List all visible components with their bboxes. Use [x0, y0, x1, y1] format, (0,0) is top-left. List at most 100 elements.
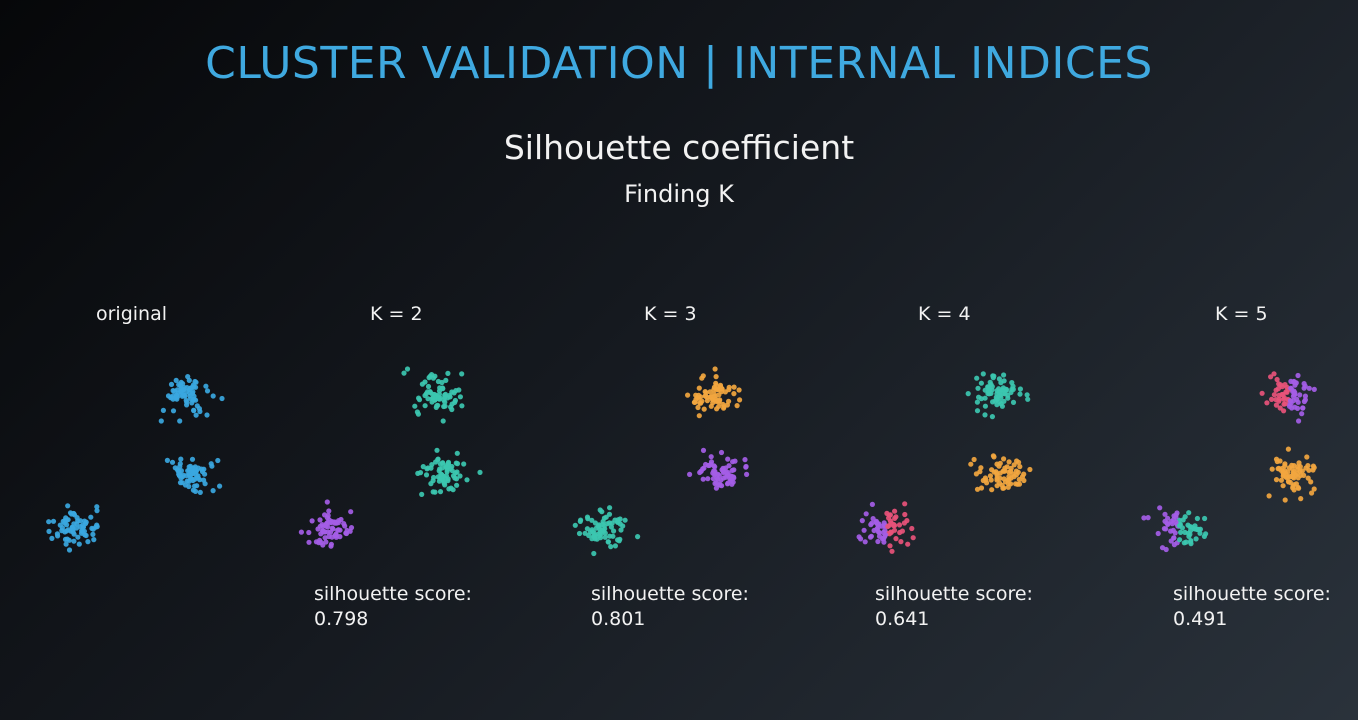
data-point	[186, 472, 192, 478]
data-point	[723, 474, 729, 480]
score-label: silhouette score:	[591, 583, 749, 605]
data-point	[182, 393, 188, 399]
data-point	[708, 461, 714, 467]
data-point	[965, 391, 971, 397]
data-point	[711, 391, 717, 397]
data-point	[1162, 511, 1168, 517]
data-point	[1295, 372, 1301, 379]
data-point	[863, 511, 869, 517]
data-point	[328, 541, 334, 547]
panel-label-k2: K = 2	[370, 303, 423, 325]
data-point	[968, 461, 974, 467]
data-point	[1013, 481, 1019, 487]
data-point	[617, 536, 623, 542]
data-point	[1001, 468, 1007, 474]
data-point	[868, 533, 875, 539]
data-point	[1014, 458, 1020, 464]
score-k5: silhouette score: 0.491	[1173, 582, 1331, 632]
data-point	[602, 534, 608, 540]
data-point	[1165, 521, 1171, 527]
data-point	[614, 519, 621, 525]
data-point	[736, 387, 742, 393]
data-point	[1177, 521, 1183, 528]
score-label: silhouette score:	[875, 583, 1033, 605]
data-point	[416, 397, 423, 403]
data-point	[1291, 379, 1297, 385]
data-point	[716, 398, 723, 404]
data-point	[696, 413, 702, 419]
data-point	[203, 383, 209, 389]
data-point	[611, 528, 617, 534]
data-point	[1277, 405, 1283, 411]
data-point	[889, 548, 895, 554]
data-point	[186, 467, 192, 473]
data-point	[1292, 404, 1298, 410]
data-point	[1009, 380, 1015, 386]
data-point	[78, 524, 84, 530]
data-point	[404, 366, 411, 372]
data-point	[599, 509, 605, 515]
panel-label-k4: K = 4	[918, 303, 971, 325]
data-point	[622, 517, 628, 523]
data-point	[869, 520, 875, 526]
data-point	[893, 536, 899, 542]
data-point	[464, 477, 470, 483]
data-point	[731, 475, 737, 481]
data-point	[1276, 396, 1282, 402]
data-point	[1001, 456, 1007, 462]
data-point	[164, 457, 170, 463]
data-point	[191, 384, 197, 390]
data-point	[989, 414, 996, 420]
data-point	[337, 534, 343, 540]
data-point	[209, 463, 215, 469]
data-point	[66, 547, 73, 553]
data-point	[705, 476, 711, 482]
data-point	[902, 511, 908, 518]
data-point	[450, 473, 457, 479]
data-point	[347, 528, 353, 534]
data-point	[1168, 518, 1175, 525]
data-point	[1155, 530, 1161, 537]
data-point	[1197, 530, 1203, 536]
data-point	[422, 403, 428, 409]
data-point	[695, 404, 701, 411]
data-point	[717, 384, 724, 390]
data-point	[309, 518, 315, 524]
data-point	[322, 535, 328, 541]
data-point	[601, 515, 608, 521]
data-point	[700, 447, 707, 453]
data-point	[905, 541, 911, 547]
data-point	[1311, 486, 1317, 492]
data-point	[1004, 464, 1010, 470]
data-point	[68, 528, 74, 534]
data-point	[1159, 545, 1166, 551]
data-point	[976, 394, 982, 400]
data-point	[429, 372, 435, 378]
data-point	[744, 471, 750, 477]
data-point	[897, 529, 903, 536]
data-point	[1285, 446, 1291, 452]
data-point	[1273, 456, 1280, 462]
data-point	[432, 489, 438, 495]
data-point	[414, 409, 420, 415]
data-point	[178, 475, 184, 481]
data-point	[700, 476, 706, 482]
data-point	[1266, 493, 1272, 499]
data-point	[477, 469, 483, 475]
data-point	[177, 461, 183, 467]
data-point	[1302, 383, 1308, 389]
data-point	[685, 392, 691, 398]
data-point	[998, 401, 1004, 407]
cluster-blob	[46, 503, 100, 553]
data-point	[430, 395, 436, 401]
data-point	[620, 523, 626, 529]
data-point	[1287, 398, 1294, 404]
panel-label-k5: K = 5	[1215, 303, 1268, 325]
data-point	[1276, 392, 1282, 398]
data-point	[429, 462, 435, 468]
data-point	[448, 485, 454, 491]
cluster-blob	[968, 453, 1033, 493]
data-point	[1275, 386, 1281, 392]
data-point	[713, 480, 719, 486]
data-point	[445, 395, 451, 401]
